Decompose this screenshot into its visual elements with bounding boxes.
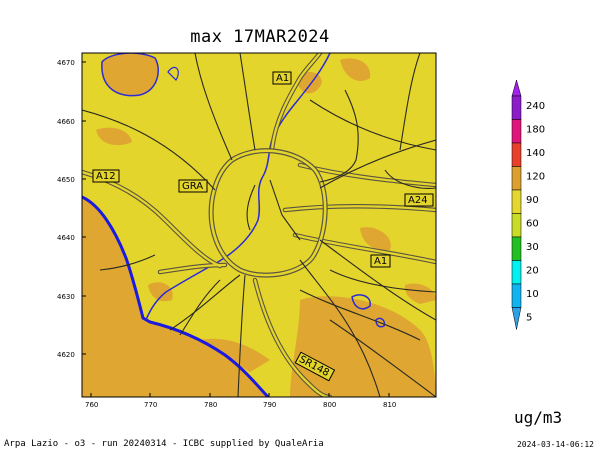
x-tick: 760 [85,401,98,409]
road-labels: A1 GRA A12 A24 A1 SR148 [92,71,434,382]
road-label-a12: A12 [92,169,120,183]
y-tick: 4640 [57,234,75,242]
x-tick: 810 [383,401,396,409]
y-axis: 4670 4660 4650 4640 4630 4620 [57,59,86,359]
y-tick: 4670 [57,59,75,67]
footer-credits: Arpa Lazio - o3 - run 20240314 - ICBC su… [4,439,324,449]
road-label-a1-south: A1 [370,254,391,268]
svg-text:A1: A1 [374,256,387,267]
map-field [82,53,436,397]
y-tick: 4660 [57,118,75,126]
x-tick: 790 [263,401,276,409]
colorbar-segment [511,189,522,214]
road-label-a24: A24 [404,193,434,207]
coastline [82,195,270,397]
colorbar-level: 240 [526,101,545,112]
map-title: max 17MAR2024 [190,27,330,47]
colorbar-level: 5 [526,313,532,324]
sea-area [82,197,268,397]
colorbar-level: 140 [526,148,545,159]
svg-text:A1: A1 [276,73,289,84]
y-tick: 4620 [57,351,75,359]
x-tick: 800 [323,401,336,409]
colorbar-bottom-arrow [511,307,522,330]
colorbar-segment [511,95,522,120]
y-tick: 4650 [57,176,75,184]
colorbar-segment [511,283,522,308]
colorbar-segment [511,166,522,191]
high-patch-ne [340,58,371,81]
minor-roads [82,53,436,397]
road-label-a1-north: A1 [272,71,292,85]
svg-text:A24: A24 [408,195,428,206]
colorbar-segment [511,213,522,238]
map-frame [81,52,437,398]
colorbar-level: 20 [526,266,539,277]
colorbar-top-arrow [511,79,522,97]
stream-n [167,66,179,81]
colorbar-level: 60 [526,219,539,230]
high-patch-c [148,282,173,302]
lake-se [351,294,371,310]
road-label-gra: GRA [178,179,208,193]
high-patch-w [96,127,132,146]
colorbar: 240 180 140 120 90 60 30 20 10 5 [511,79,545,330]
colorbar-level: 180 [526,125,545,136]
y-tick: 4630 [57,293,75,301]
high-patch-e2 [404,283,436,304]
tiber-river [145,53,331,321]
colorbar-segment [511,236,522,261]
svg-text:A12: A12 [96,171,116,182]
colorbar-level: 90 [526,195,539,206]
colorbar-level: 120 [526,172,545,183]
colorbar-segment [511,142,522,167]
high-patch-nw [101,53,159,96]
colorbar-level: 10 [526,289,539,300]
x-tick: 780 [204,401,217,409]
lake-se2 [375,317,386,328]
x-axis: 760 770 780 790 800 810 [85,393,396,409]
x-tick: 770 [144,401,157,409]
colorbar-level: 30 [526,242,539,253]
colorbar-segment [511,260,522,285]
colorbar-segment [511,119,522,144]
high-patch-s [200,338,270,372]
high-patch-e [360,227,391,251]
footer-timestamp: 2024-03-14-06:12 [516,440,594,449]
unit-label: ug/m3 [514,408,563,427]
svg-text:GRA: GRA [182,181,203,192]
